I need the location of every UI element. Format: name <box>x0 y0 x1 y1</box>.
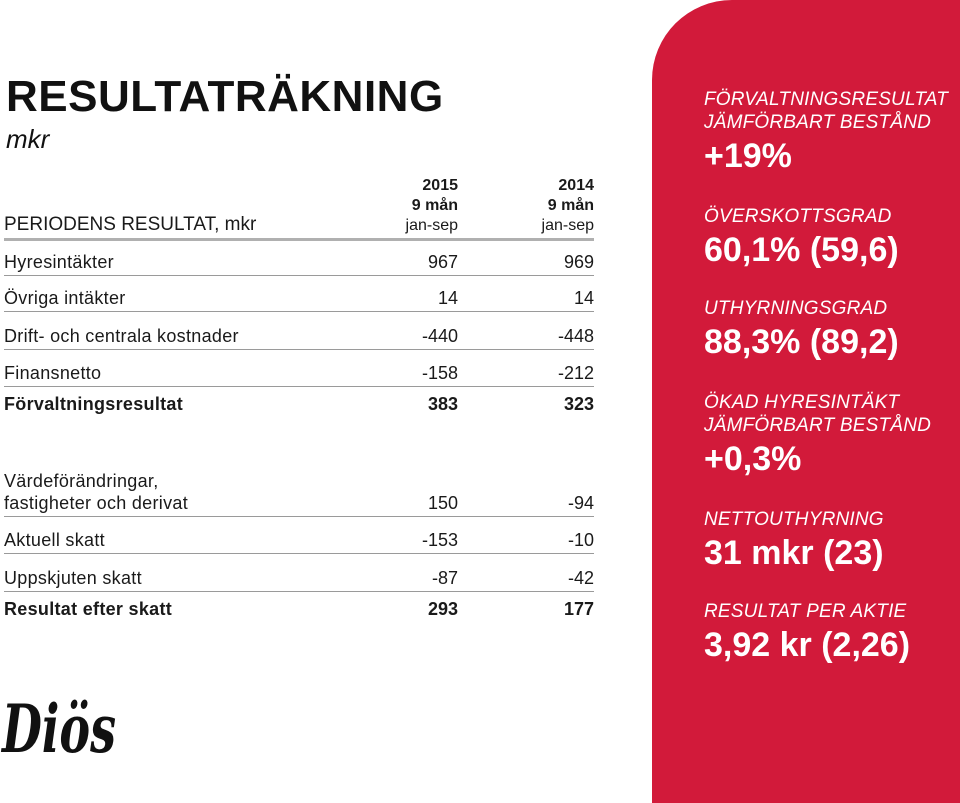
kpi-label-line: JÄMFÖRBART BESTÅND <box>704 415 932 436</box>
kpi-block: NETTOUTHYRNING 31 mkr (23) <box>704 508 884 573</box>
value-2015: -158 <box>421 363 458 383</box>
logo-text: Diös <box>1 690 116 768</box>
header-label: PERIODENS RESULTAT, mkr <box>4 214 257 235</box>
value-2015: 14 <box>437 288 458 308</box>
value-2014: -448 <box>557 326 594 346</box>
column-range: jan-sep <box>405 217 458 234</box>
column-period: 9 mån <box>411 197 458 214</box>
value-2015: 967 <box>427 252 458 272</box>
table-row: Uppskjuten skatt -87 -42 <box>4 554 594 592</box>
kpi-value: 88,3% (89,2) <box>704 323 899 361</box>
row-label: Uppskjuten skatt <box>4 568 142 588</box>
kpi-label-line: JÄMFÖRBART BESTÅND <box>704 112 932 133</box>
kpi-value: 3,92 kr (2,26) <box>704 626 911 664</box>
column-year: 2014 <box>558 177 594 194</box>
value-2015: -440 <box>421 326 458 346</box>
row-label: Aktuell skatt <box>4 530 105 550</box>
column-2015: 2015 9 mån jan-sep <box>406 176 458 236</box>
table-row: Drift- och centrala kostnader -440 -448 <box>4 312 594 350</box>
row-label: Värdeförändringar, fastigheter och deriv… <box>4 470 188 514</box>
dios-logo: Diös <box>1 690 116 768</box>
table-row: Övriga intäkter 14 14 <box>4 276 594 312</box>
value-2014: 969 <box>563 252 594 272</box>
value-2014: -94 <box>567 493 594 513</box>
kpi-block: ÖKAD HYRESINTÄKT JÄMFÖRBART BESTÅND +0,3… <box>704 391 931 479</box>
kpi-label: NETTOUTHYRNING <box>704 509 884 530</box>
table-row: Finansnetto -158 -212 <box>4 350 594 387</box>
kpi-block: UTHYRNINGSGRAD 88,3% (89,2) <box>704 297 899 362</box>
row-label-line: fastigheter och derivat <box>4 493 188 513</box>
income-statement-table: PERIODENS RESULTAT, mkr 2015 9 mån jan-s… <box>4 176 594 622</box>
value-2014: -212 <box>557 363 594 383</box>
value-2015: 150 <box>427 493 458 513</box>
kpi-value: +0,3% <box>704 440 802 478</box>
table-header: PERIODENS RESULTAT, mkr 2015 9 mån jan-s… <box>4 176 594 238</box>
kpi-value: 60,1% (59,6) <box>704 231 899 269</box>
value-2014: 323 <box>563 394 594 414</box>
table-row: Aktuell skatt -153 -10 <box>4 517 594 554</box>
row-label-line: Värdeförändringar, <box>4 471 159 491</box>
kpi-label: RESULTAT PER AKTIE <box>704 601 907 622</box>
kpi-block: FÖRVALTNINGSRESULTAT JÄMFÖRBART BESTÅND … <box>704 88 948 176</box>
table-row: Värdeförändringar, fastigheter och deriv… <box>4 417 594 517</box>
value-2015: 293 <box>427 599 458 619</box>
row-label: Övriga intäkter <box>4 288 126 308</box>
column-2014: 2014 9 mån jan-sep <box>542 176 594 236</box>
kpi-label: ÖVERSKOTTSGRAD <box>704 206 892 227</box>
value-2014: -10 <box>567 530 594 550</box>
column-range: jan-sep <box>541 217 594 234</box>
value-2015: -153 <box>421 530 458 550</box>
row-label: Resultat efter skatt <box>4 599 173 619</box>
value-2015: 383 <box>427 394 458 414</box>
page-title: RESULTATRÄKNING <box>6 72 444 121</box>
table-row: Förvaltningsresultat 383 323 <box>4 387 594 417</box>
value-2014: -42 <box>567 568 594 588</box>
kpi-block: RESULTAT PER AKTIE 3,92 kr (2,26) <box>704 600 910 665</box>
kpi-label: FÖRVALTNINGSRESULTAT JÄMFÖRBART BESTÅND <box>704 88 948 134</box>
row-label: Drift- och centrala kostnader <box>4 326 239 346</box>
value-2015: -87 <box>431 568 458 588</box>
kpi-label: UTHYRNINGSGRAD <box>704 298 888 319</box>
row-label: Förvaltningsresultat <box>4 394 184 414</box>
kpi-label-line: ÖKAD HYRESINTÄKT <box>704 392 900 413</box>
table-row: Hyresintäkter 967 969 <box>4 241 594 276</box>
column-year: 2015 <box>422 177 458 194</box>
value-2014: 14 <box>573 288 594 308</box>
value-2014: 177 <box>563 599 594 619</box>
unit-label: mkr <box>6 124 50 154</box>
table-row: Resultat efter skatt 293 177 <box>4 592 594 622</box>
header-divider <box>4 238 594 241</box>
kpi-block: ÖVERSKOTTSGRAD 60,1% (59,6) <box>704 205 899 270</box>
kpi-label-line: FÖRVALTNINGSRESULTAT <box>704 89 949 110</box>
kpi-label: ÖKAD HYRESINTÄKT JÄMFÖRBART BESTÅND <box>704 391 931 437</box>
kpi-value: 31 mkr (23) <box>704 534 884 572</box>
column-period: 9 mån <box>547 197 594 214</box>
kpi-panel <box>652 0 960 803</box>
kpi-value: +19% <box>704 137 792 175</box>
row-label: Finansnetto <box>4 363 102 383</box>
row-label: Hyresintäkter <box>4 252 114 272</box>
